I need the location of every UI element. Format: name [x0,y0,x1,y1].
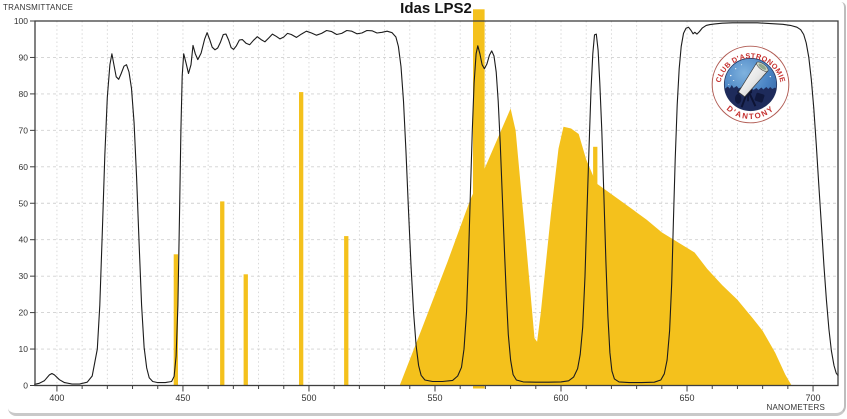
star-icon [733,80,735,82]
emission-line-bar [243,274,248,386]
x-tick-label: 400 [49,393,64,403]
emission-line-bar [220,201,225,386]
x-axis-title: NANOMETERS [766,403,825,412]
chart-title: Idas LPS2 [400,0,472,17]
y-tick-label: 60 [19,162,29,172]
x-tick-label: 600 [553,393,568,403]
logo-skyline [724,84,777,111]
y-tick-label: 40 [19,235,29,245]
y-tick-label: 0 [23,381,28,391]
y-tick-label: 90 [19,52,29,62]
y-tick-label: 20 [19,308,29,318]
tick-labels: 400 450 500 550 600 650 700 0 10 20 30 40 50 60 70 80 90… [14,16,821,403]
transmittance-curve [34,22,839,385]
x-tick-label: 500 [301,393,316,403]
y-tick-label: 100 [14,16,28,26]
emission-line-bar [173,254,178,386]
y-tick-label: 10 [19,344,29,354]
y-tick-label: 30 [19,271,29,281]
y-tick-label: 80 [19,89,29,99]
emission-line-bar [299,92,304,386]
x-tick-label: 550 [427,393,442,403]
y-axis-title: TRANSMITTANCE [3,3,74,12]
star-icon [769,76,771,78]
emission-lines [173,9,598,389]
emission-line-bar [473,9,485,389]
logo-scene [724,61,777,111]
emission-line-bar [344,236,349,386]
x-tick-label: 650 [680,393,695,403]
star-icon [728,84,730,85]
emission-line-bar [593,146,598,386]
telescope-icon [734,61,769,108]
x-tick-label: 450 [175,393,190,403]
club-logo: CLUB D'ASTRONOMIE D'ANTONY [711,45,790,124]
x-tick-label: 700 [806,393,821,403]
y-tick-label: 70 [19,125,29,135]
axis-ticks [30,20,814,392]
y-tick-label: 50 [19,198,29,208]
star-icon [735,68,737,70]
star-icon [730,74,732,77]
curve [34,22,839,385]
star-icon [741,64,743,66]
